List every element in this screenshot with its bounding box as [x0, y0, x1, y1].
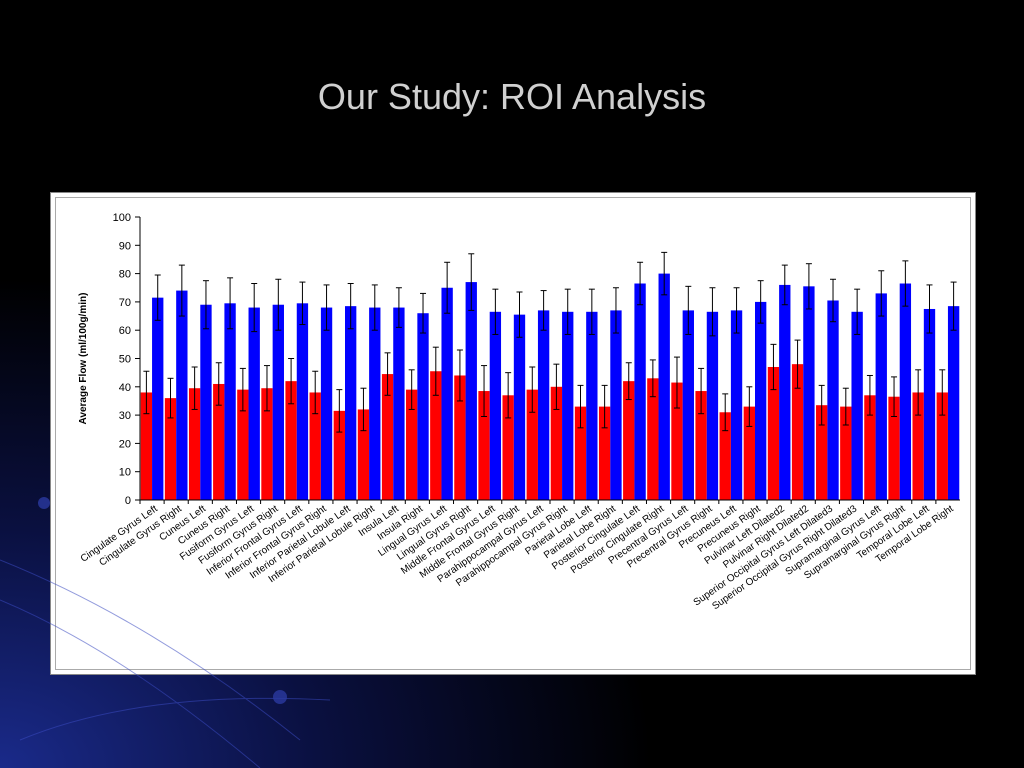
bar	[381, 374, 394, 500]
y-tick-label: 70	[119, 297, 131, 309]
bar	[864, 395, 876, 500]
y-tick-label: 0	[125, 495, 131, 507]
bar	[755, 301, 767, 500]
bar	[200, 304, 212, 500]
bar	[357, 409, 370, 500]
bar	[888, 396, 900, 500]
bar	[502, 395, 514, 500]
bar	[309, 392, 321, 500]
bar	[827, 300, 839, 500]
bar	[610, 310, 622, 500]
bar	[430, 371, 442, 500]
bar	[152, 297, 164, 500]
bar	[285, 381, 297, 500]
bar	[261, 388, 273, 500]
y-tick-label: 100	[113, 212, 131, 224]
bar	[840, 406, 852, 500]
y-tick-label: 90	[119, 240, 131, 252]
bar	[296, 303, 309, 500]
y-tick-label: 50	[119, 354, 131, 366]
y-axis-title: Average Flow (ml/100g/min)	[78, 293, 89, 425]
slide-title: Our Study: ROI Analysis	[317, 76, 707, 117]
bar	[224, 303, 236, 500]
bar	[574, 406, 587, 500]
bar	[647, 378, 659, 500]
bar	[454, 375, 466, 500]
bar	[706, 311, 719, 500]
bar	[947, 306, 960, 500]
bar	[489, 311, 502, 500]
y-tick-label: 60	[119, 325, 131, 337]
bar	[140, 392, 153, 500]
bar	[936, 392, 948, 500]
bar	[393, 307, 405, 500]
y-tick-label: 30	[119, 410, 131, 422]
bar	[598, 406, 611, 500]
bar	[237, 389, 249, 500]
bar	[562, 311, 574, 500]
bar	[816, 405, 828, 500]
bar	[478, 391, 490, 500]
bar	[164, 398, 177, 500]
bar	[333, 410, 345, 500]
bar	[441, 287, 453, 500]
bar	[634, 283, 646, 500]
bar	[912, 392, 924, 500]
bar	[537, 310, 550, 500]
bar	[513, 314, 526, 500]
bar	[345, 306, 357, 500]
bar	[899, 283, 912, 500]
bar	[779, 284, 791, 500]
bar	[526, 389, 538, 500]
bar	[406, 389, 418, 500]
bar	[730, 310, 743, 500]
bar	[767, 366, 780, 500]
bar	[791, 364, 804, 500]
bar	[875, 293, 887, 500]
chart-area: 0 10 20 30 40 50 60 70 80 90 100 Cingulate Gyrus Le…	[55, 197, 971, 670]
bar	[923, 308, 936, 500]
bar	[803, 286, 815, 500]
bar	[213, 383, 225, 500]
bar	[272, 304, 284, 500]
y-tick-label: 40	[119, 382, 131, 394]
bar	[682, 310, 694, 500]
bar	[176, 290, 188, 500]
bar	[586, 311, 598, 500]
bar	[465, 282, 477, 500]
bar	[188, 388, 201, 500]
bar	[851, 311, 863, 500]
bar	[743, 406, 755, 500]
bar	[671, 382, 683, 500]
bar	[658, 273, 670, 500]
bar	[719, 412, 731, 500]
bar	[623, 381, 635, 500]
bar	[695, 391, 707, 500]
y-tick-label: 80	[119, 269, 131, 281]
y-tick-label: 20	[119, 438, 131, 450]
bar	[248, 307, 260, 500]
y-tick-label: 10	[119, 467, 131, 479]
bar	[320, 307, 333, 500]
bar	[550, 386, 563, 500]
chart-panel: 0 10 20 30 40 50 60 70 80 90 100 Cingulate Gyrus Le…	[50, 192, 976, 675]
bar	[417, 313, 429, 500]
bar	[369, 307, 381, 500]
